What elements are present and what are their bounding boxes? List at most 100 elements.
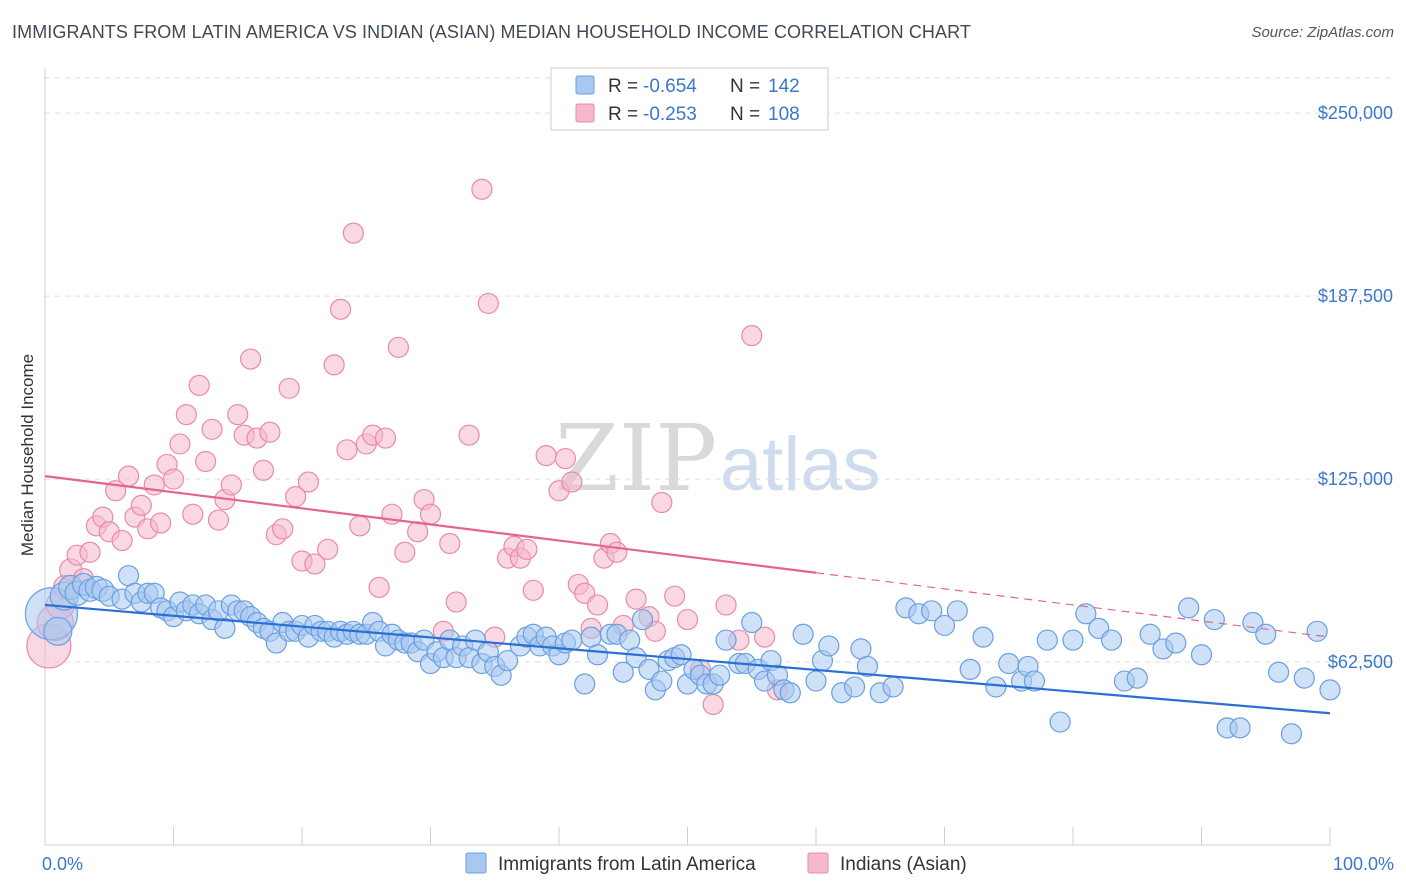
blue-point [882, 676, 904, 698]
blue-point [1139, 623, 1161, 645]
pink-point [342, 222, 364, 244]
blue-point [214, 617, 236, 639]
pink-point [272, 518, 294, 540]
blue-point [1075, 603, 1097, 625]
blue-point [43, 616, 73, 646]
legend-n-value-1: 142 [768, 76, 800, 97]
blue-point [612, 661, 634, 683]
bottom-legend-label-blue: Immigrants from Latin America [498, 854, 756, 875]
pink-point [79, 541, 101, 563]
ticks-layer: $62,500 $125,000 $187,500 $250,000 0.0% 100.0… [42, 103, 1394, 874]
pink-point [182, 503, 204, 525]
blue-point [1190, 644, 1213, 666]
blue-point [946, 600, 968, 622]
watermark: ZIP atlas [555, 405, 881, 512]
pink-point [651, 491, 673, 514]
watermark-atlas: atlas [720, 422, 881, 507]
blue-point [1229, 717, 1251, 739]
blue-point [959, 658, 981, 680]
pink-point [188, 374, 210, 396]
pink-point [445, 591, 467, 613]
blue-point [779, 682, 801, 704]
pink-point [117, 465, 140, 487]
trendline-indians-asian [44, 475, 817, 574]
pink-point [150, 512, 172, 534]
pink-point [394, 541, 416, 563]
blue-point [998, 652, 1020, 675]
bottom-legend-swatch-blue [465, 852, 487, 874]
pink-point [606, 541, 628, 563]
blue-point [715, 629, 737, 651]
pink-point [130, 494, 152, 517]
x-tick-label-end: 100.0% [1333, 854, 1394, 874]
blue-point [1036, 629, 1058, 651]
blue-point [1049, 711, 1071, 733]
pink-point [471, 178, 493, 200]
blue-point [561, 629, 583, 651]
legend-n-label-1: N = [730, 76, 760, 97]
chart-title: IMMIGRANTS FROM LATIN AMERICA VS INDIAN … [12, 22, 971, 42]
pink-point [586, 594, 609, 616]
blue-point [1062, 629, 1084, 651]
legend-r-label-1: R = [608, 76, 638, 97]
pink-point [753, 626, 776, 648]
grid-layer [45, 77, 1395, 663]
pink-point [349, 515, 371, 537]
pink-point [458, 424, 480, 446]
blue-point [1165, 632, 1187, 654]
pink-point [535, 445, 557, 467]
pink-point [317, 538, 339, 560]
trendline-latin-america [44, 603, 1331, 715]
pink-point [419, 503, 442, 525]
y-axis-label: Median Household Income [18, 354, 37, 556]
blue-point [631, 608, 654, 631]
legend-r-value-2: -0.253 [643, 104, 697, 125]
axis-layer [44, 68, 1331, 846]
pink-point [477, 292, 499, 315]
legend-swatch-blue [575, 75, 595, 95]
pink-point [175, 404, 197, 426]
pink-point [554, 447, 577, 470]
pink-point [162, 468, 185, 490]
pink-point [278, 377, 300, 399]
legend-box [550, 67, 829, 131]
trend-layer [44, 475, 1331, 715]
pink-point [522, 579, 544, 601]
blue-point [1126, 667, 1148, 689]
blue-point [985, 676, 1007, 698]
pink-point [374, 427, 397, 449]
pink-point [702, 693, 724, 716]
pink-point [439, 532, 461, 555]
pink-point [143, 474, 165, 496]
pink-point [664, 585, 686, 607]
y-tick-label: $62,500 [1328, 652, 1393, 672]
pink-point [625, 588, 647, 610]
pink-point [516, 538, 538, 560]
top-legend: R = -0.654 N = 142 R = -0.253 N = 108 [550, 67, 829, 131]
watermark-zip: ZIP [555, 405, 717, 512]
pink-point [676, 608, 699, 631]
legend-r-value-1: -0.654 [643, 76, 697, 97]
blue-point [1203, 608, 1225, 631]
blue-point [1293, 667, 1315, 689]
pink-point [297, 471, 320, 493]
blue-point [818, 635, 840, 657]
bottom-legend-swatch-pink [807, 852, 829, 874]
blue-point [805, 670, 827, 692]
blue-point [933, 614, 956, 637]
points-latin-america [24, 565, 1341, 745]
bottom-legend: Immigrants from Latin America Indians (A… [465, 852, 967, 875]
pink-point [715, 594, 737, 616]
bottom-legend-label-pink: Indians (Asian) [840, 854, 967, 875]
legend-swatch-pink [575, 103, 595, 123]
legend-r-label-2: R = [608, 104, 638, 125]
pink-point [252, 459, 275, 481]
pink-point [207, 509, 230, 531]
blue-point [856, 655, 879, 678]
x-tick-label-start: 0.0% [42, 854, 83, 874]
blue-point [1178, 597, 1200, 619]
pink-point [220, 474, 242, 496]
pink-point [368, 576, 390, 598]
blue-point [1023, 670, 1046, 692]
